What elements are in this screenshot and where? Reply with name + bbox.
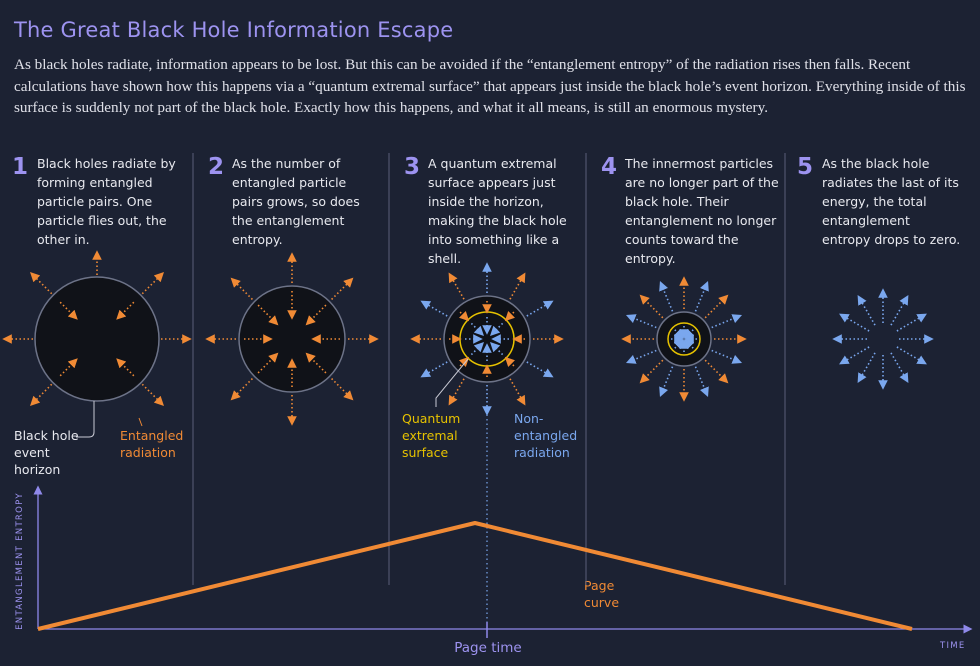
infalling-arrow — [116, 301, 135, 320]
outgoing-arrow — [420, 361, 448, 378]
panel-3-number: 3 — [404, 154, 421, 180]
outgoing-arrow — [896, 313, 927, 332]
page-title: The Great Black Hole Information Escape — [14, 18, 454, 42]
black-hole-2 — [238, 285, 346, 393]
panel-3-text: A quantum extremal surface appears just … — [428, 156, 567, 266]
quantum-extremal-surface-label: Quantum extremal surface — [402, 411, 461, 460]
outgoing-arrow — [420, 300, 448, 317]
outgoing-arrow — [509, 378, 526, 406]
outgoing-arrow — [639, 294, 664, 319]
outgoing-arrow — [526, 300, 554, 317]
panel-5-number: 5 — [797, 154, 814, 180]
qes-ring-4 — [667, 322, 701, 356]
outgoing-arrow — [890, 295, 909, 326]
outgoing-arrow — [625, 349, 657, 364]
outgoing-arrow — [625, 314, 657, 329]
outgoing-arrow — [639, 359, 664, 384]
horizon-leader — [76, 401, 95, 438]
outgoing-arrow — [141, 272, 164, 295]
panel-2-number: 2 — [208, 154, 225, 180]
inner-arrow — [673, 339, 684, 350]
outgoing-arrow — [857, 295, 876, 326]
infalling-arrow — [504, 356, 515, 367]
outgoing-arrow — [509, 272, 526, 300]
infalling-arrow — [504, 311, 515, 322]
panel-4-text: The innermost particles are no longer pa… — [625, 156, 779, 266]
panel-4-number: 4 — [601, 154, 618, 180]
outgoing-arrow — [659, 366, 674, 398]
infalling-arrow — [59, 358, 78, 377]
outgoing-arrow — [711, 349, 743, 364]
outgoing-arrow — [896, 346, 927, 365]
non-entangled-radiation-label: Non-entangled radiation — [514, 411, 578, 460]
inner-arrow — [684, 339, 695, 350]
black-hole-4 — [656, 311, 712, 367]
outgoing-arrow — [839, 346, 870, 365]
outgoing-arrow — [30, 383, 53, 406]
outgoing-arrow — [704, 359, 729, 384]
outgoing-arrow — [30, 272, 53, 295]
outgoing-arrow — [230, 378, 253, 401]
panel-1-number: 1 — [12, 154, 29, 180]
black-hole-3 — [443, 295, 531, 383]
outgoing-arrow — [331, 277, 354, 300]
qes-leader — [435, 358, 469, 407]
outgoing-arrow — [659, 280, 674, 312]
infalling-arrow — [116, 358, 135, 377]
outgoing-arrow — [448, 378, 465, 406]
page-time-label: Page time — [454, 640, 522, 656]
horizon-label: Black hole event horizon — [14, 428, 79, 477]
outgoing-arrow — [890, 352, 909, 383]
x-axis-label: TIME — [940, 641, 966, 651]
inner-arrow — [673, 328, 684, 339]
intro-paragraph: As black holes radiate, information appe… — [14, 56, 966, 116]
outgoing-arrow — [711, 314, 743, 329]
outgoing-arrow — [694, 366, 709, 398]
outgoing-arrow — [839, 313, 870, 332]
outgoing-arrow — [704, 294, 729, 319]
page-curve-label: Page curve — [584, 578, 620, 610]
outgoing-arrow — [448, 272, 465, 300]
outgoing-arrow — [526, 361, 554, 378]
radiation-arrows — [2, 250, 934, 426]
inner-arrow — [684, 328, 695, 339]
outgoing-arrow — [694, 280, 709, 312]
outgoing-arrow — [230, 277, 253, 300]
entangled-leader — [138, 417, 143, 427]
infalling-arrow — [459, 311, 470, 322]
panel-2-text: As the number of entangled particle pair… — [232, 156, 360, 247]
black-hole-1 — [34, 276, 160, 402]
outgoing-arrow — [141, 383, 164, 406]
panel-dividers — [192, 153, 786, 585]
infalling-arrow — [459, 356, 470, 367]
panel-5-text: As the black hole radiates the last of i… — [822, 156, 961, 247]
outgoing-arrow — [331, 378, 354, 401]
panel-1-text: Black holes radiate by forming entangled… — [37, 156, 176, 247]
page-curve-line — [37, 521, 913, 631]
outgoing-arrow — [857, 352, 876, 383]
entangled-radiation-label: Entangled radiation — [120, 428, 184, 460]
infalling-arrow — [59, 301, 78, 320]
